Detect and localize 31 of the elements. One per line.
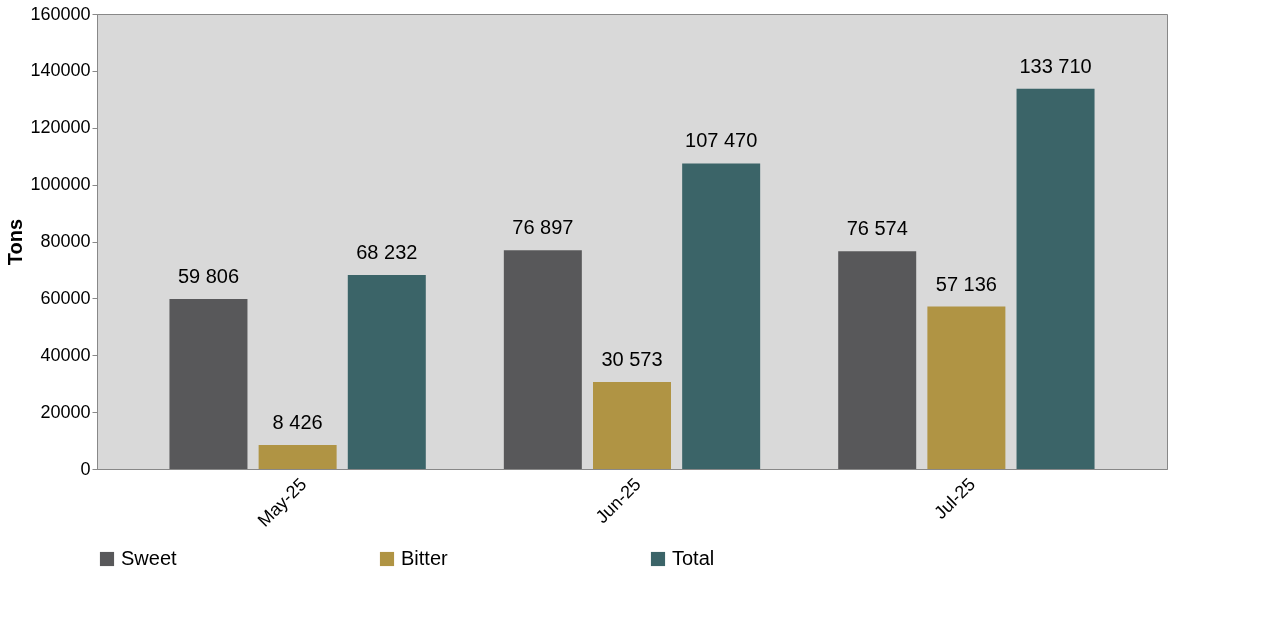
y-tick-label: 80000 bbox=[40, 231, 91, 251]
legend-label: Bitter bbox=[401, 547, 449, 569]
bar bbox=[258, 445, 337, 469]
data-label: 76 897 bbox=[512, 216, 574, 239]
y-tick-label: 120000 bbox=[30, 117, 91, 138]
data-label: 30 573 bbox=[601, 348, 663, 371]
bar bbox=[169, 298, 248, 469]
bar bbox=[503, 250, 582, 469]
data-label: 57 136 bbox=[935, 272, 997, 295]
data-label: 8 426 bbox=[272, 411, 323, 434]
y-tick-label: 60000 bbox=[40, 287, 91, 308]
data-label: 76 574 bbox=[846, 217, 908, 240]
y-axis-title: Tons bbox=[4, 218, 27, 266]
y-tick-label: 160000 bbox=[30, 3, 91, 24]
bar bbox=[347, 274, 426, 469]
data-label: 68 232 bbox=[356, 240, 418, 263]
data-label: 59 806 bbox=[177, 264, 240, 287]
y-tick-label: 100000 bbox=[30, 174, 91, 195]
y-tick-label: 20000 bbox=[40, 401, 91, 422]
data-label: 133 710 bbox=[1019, 54, 1092, 77]
data-label: 107 470 bbox=[685, 129, 758, 152]
bar bbox=[927, 306, 1006, 469]
bar bbox=[682, 163, 761, 469]
bar bbox=[593, 382, 671, 469]
y-tick-label: 0 bbox=[80, 458, 91, 479]
bar bbox=[838, 251, 917, 469]
y-tick-label: 40000 bbox=[40, 344, 91, 365]
legend-label: Sweet bbox=[121, 547, 178, 569]
legend-label: Total bbox=[672, 547, 715, 569]
y-tick-label: 140000 bbox=[30, 60, 91, 81]
bar bbox=[1016, 88, 1095, 469]
